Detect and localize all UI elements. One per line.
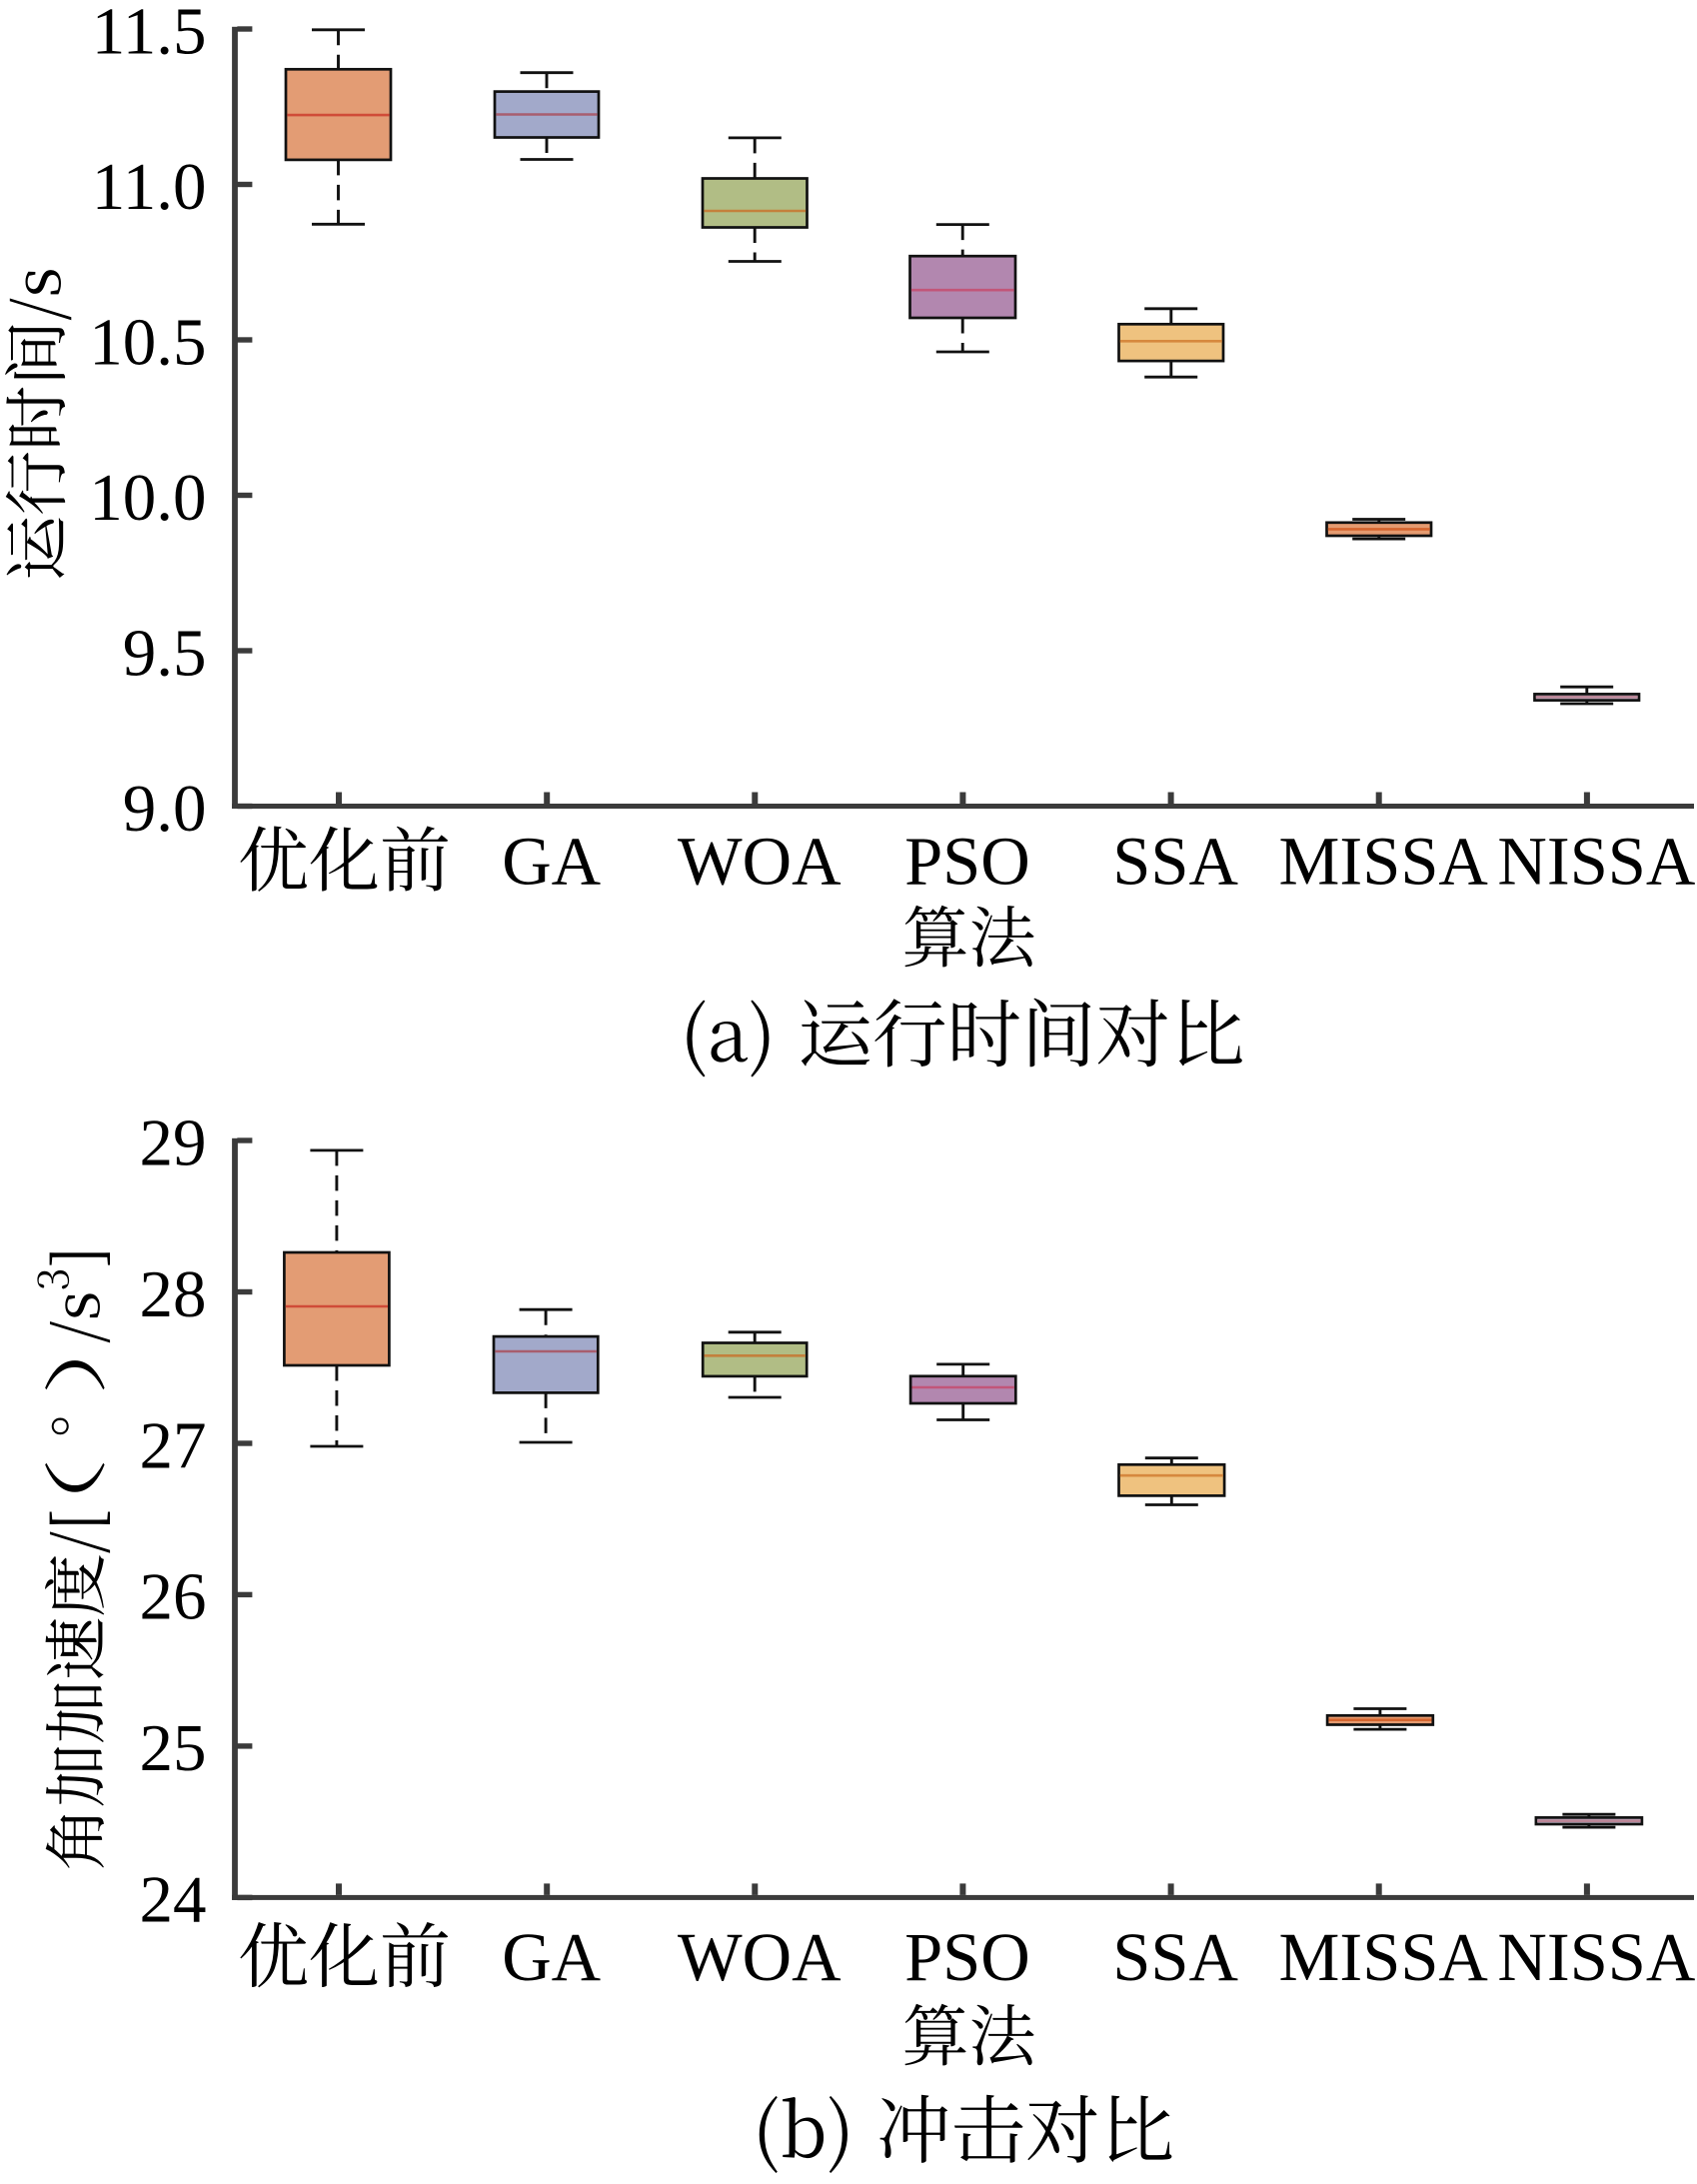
svg-text:11.0: 11.0: [92, 150, 207, 224]
svg-text:11.5: 11.5: [92, 0, 207, 68]
svg-text:PSO: PSO: [904, 824, 1030, 900]
svg-text:9.5: 9.5: [123, 616, 207, 690]
svg-text:28: 28: [140, 1257, 207, 1331]
svg-text:SSA: SSA: [1112, 824, 1238, 900]
svg-text:GA: GA: [502, 824, 601, 900]
svg-text:MISSA: MISSA: [1279, 824, 1488, 900]
svg-text:WOA: WOA: [678, 824, 842, 900]
svg-text:10.0: 10.0: [89, 461, 206, 535]
svg-text:PSO: PSO: [904, 1919, 1030, 1995]
svg-text:GA: GA: [502, 1919, 601, 1995]
svg-text:29: 29: [140, 1105, 207, 1179]
svg-text:27: 27: [140, 1408, 207, 1482]
svg-text:SSA: SSA: [1112, 1919, 1238, 1995]
svg-text:9.0: 9.0: [123, 772, 207, 846]
svg-text:25: 25: [140, 1711, 207, 1785]
svg-text:MISSA: MISSA: [1279, 1919, 1488, 1995]
svg-text:10.5: 10.5: [89, 305, 206, 379]
svg-text:NISSA: NISSA: [1497, 824, 1695, 900]
svg-text:24: 24: [140, 1863, 207, 1937]
svg-text:NISSA: NISSA: [1497, 1919, 1695, 1995]
svg-text:26: 26: [140, 1560, 207, 1634]
svg-text:WOA: WOA: [678, 1919, 842, 1995]
